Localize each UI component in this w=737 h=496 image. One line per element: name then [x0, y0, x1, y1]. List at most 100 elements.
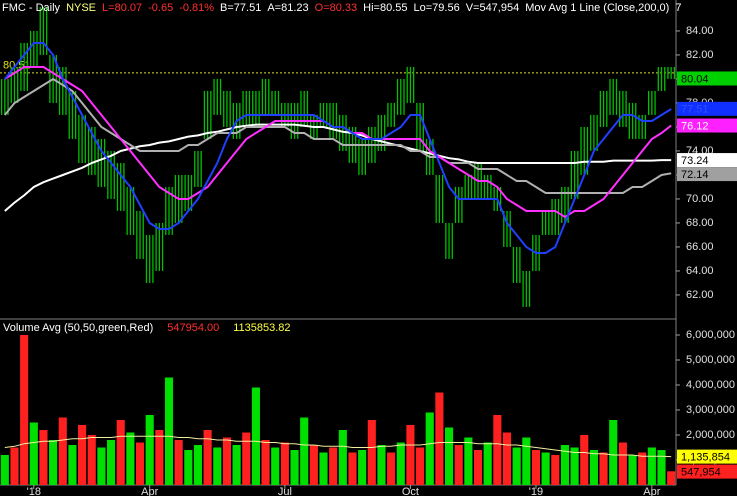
volume-bar — [348, 452, 357, 485]
value-marker — [677, 167, 737, 182]
volume-bar — [435, 392, 444, 485]
volume-bar — [396, 442, 405, 485]
y-tick-label: 82.00 — [686, 49, 714, 61]
volume-bar — [232, 445, 241, 485]
value-marker — [677, 71, 737, 86]
volume-bar — [406, 425, 415, 485]
value-marker — [677, 153, 737, 168]
volume-bar — [589, 450, 598, 485]
volume-bar — [387, 452, 396, 485]
volume-bar — [309, 445, 318, 485]
volume-bar — [445, 427, 454, 485]
header-item: NYSE — [66, 2, 97, 14]
volume-bar — [97, 447, 106, 485]
y-tick-label: 4,000,000 — [686, 379, 735, 391]
volume-bar — [551, 455, 560, 485]
volume-bar — [367, 420, 376, 485]
value-marker-label: 1,135,854 — [681, 452, 730, 464]
volume-bar — [126, 432, 135, 485]
y-tick-label: 3,000,000 — [686, 404, 735, 416]
x-tick-label: '18 — [27, 486, 41, 496]
volume-bar — [107, 440, 116, 485]
volume-bar — [502, 432, 512, 485]
header-item: B=77.51 — [220, 2, 262, 14]
volume-bar — [87, 435, 96, 485]
volume-bar — [377, 445, 386, 485]
volume-bar — [560, 445, 569, 485]
volume-bar — [425, 412, 434, 485]
x-tick-label: Apr — [643, 486, 660, 496]
volume-bar — [618, 442, 627, 485]
volume-bar — [657, 450, 666, 485]
volume-bar — [280, 442, 289, 485]
y-tick-label: 2,000,000 — [686, 429, 735, 441]
y-tick-label: 6,000,000 — [686, 329, 735, 341]
moving-average-line — [4, 123, 672, 212]
volume-bar — [193, 445, 203, 485]
volume-bar — [135, 442, 145, 485]
volume-bar — [464, 437, 473, 485]
volume-bar — [203, 430, 212, 485]
volume-bar — [329, 447, 338, 485]
volume-bar — [628, 455, 637, 485]
volume-bar — [416, 447, 425, 485]
volume-bar — [473, 450, 483, 485]
volume-bar — [39, 430, 48, 485]
value-marker-label: 80.04 — [681, 73, 709, 85]
volume-bar — [222, 437, 231, 485]
y-tick-label: 68.00 — [686, 217, 714, 229]
volume-bar — [271, 447, 280, 485]
volume-bar — [483, 442, 492, 485]
volume-bar — [78, 425, 87, 485]
volume-bar — [213, 447, 222, 485]
header: FMC - Daily NYSE L=80.07 -0.65 -0.81% B=77.51… — [2, 2, 687, 14]
volume-bar — [155, 430, 164, 485]
value-marker-label: 72.14 — [681, 169, 709, 181]
value-marker-label: 547,954 — [681, 467, 721, 479]
volume-bar — [454, 445, 463, 485]
volume-bar — [164, 377, 174, 485]
volume-bar — [609, 420, 618, 485]
header-item: L=80.07 — [102, 2, 143, 14]
volume-bar — [599, 452, 608, 485]
volume-title: Volume Avg (50,50,green,Red) 547954.00 113… — [3, 322, 291, 334]
volume-bar — [184, 450, 193, 485]
volume-bar — [493, 415, 502, 485]
volume-bar — [58, 417, 67, 485]
volume-bar — [512, 447, 521, 485]
volume-bar — [290, 450, 299, 485]
y-tick-label: 84.00 — [686, 25, 714, 37]
header-item: V=547,954 — [465, 2, 520, 14]
volume-bar — [319, 452, 328, 485]
volume-bar — [116, 420, 125, 485]
header-item: A=81.23 — [267, 2, 309, 14]
volume-bar — [541, 452, 550, 485]
header-item: FMC - Daily — [2, 2, 61, 14]
volume-bar — [174, 440, 183, 485]
volume-bar — [29, 422, 38, 485]
x-tick-label: Oct — [402, 486, 419, 496]
volume-legend-value: 1135853.82 — [233, 322, 290, 334]
y-tick-label: 5,000,000 — [686, 354, 735, 366]
value-marker — [677, 101, 737, 116]
volume-bar — [261, 440, 270, 485]
y-tick-label: 70.00 — [686, 193, 714, 205]
y-tick-label: 66.00 — [686, 241, 714, 253]
volume-bar — [522, 437, 531, 485]
volume-bar — [242, 432, 251, 485]
header-item: Lo=79.56 — [413, 2, 460, 14]
header-item: O=80.33 — [314, 2, 358, 14]
moving-average-line — [4, 42, 672, 254]
header-item: -0.65 — [148, 2, 174, 14]
moving-average-line — [4, 77, 672, 194]
volume-bar — [570, 447, 579, 485]
value-marker — [677, 449, 737, 464]
x-tick-label: '19 — [529, 486, 543, 496]
volume-bar — [647, 447, 656, 485]
volume-bar — [145, 415, 154, 485]
volume-bar — [68, 445, 77, 485]
value-marker — [677, 118, 737, 133]
volume-average-line — [4, 435, 672, 458]
volume-bar — [338, 430, 347, 485]
